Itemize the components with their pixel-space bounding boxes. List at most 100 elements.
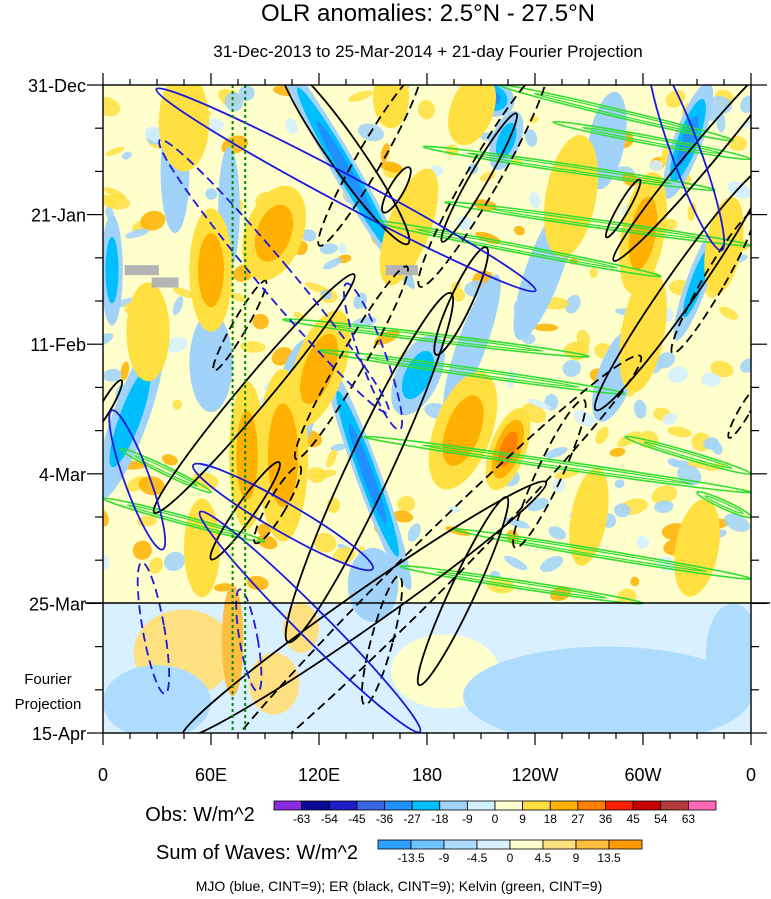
obs-negative-blob bbox=[401, 350, 435, 400]
projection-blob bbox=[103, 665, 211, 733]
kelvin-contour bbox=[103, 497, 266, 543]
colorbar-label: -4.5 bbox=[467, 851, 488, 865]
obs-positive-blob bbox=[236, 410, 258, 500]
x-tick-label: 0 bbox=[98, 765, 108, 785]
colorbar-swatch bbox=[509, 839, 544, 850]
obs-noise-patch bbox=[213, 583, 234, 592]
obs-noise-patch bbox=[224, 92, 244, 112]
mjo-contour bbox=[647, 85, 726, 252]
obs-noise-patch bbox=[172, 287, 195, 298]
missing-data-mark bbox=[385, 265, 418, 276]
obs-negative-blob bbox=[189, 313, 233, 413]
obs-noise-patch bbox=[609, 447, 626, 457]
colorbar-swatch bbox=[608, 839, 643, 850]
er-contour bbox=[253, 465, 303, 545]
colorbar-swatch bbox=[687, 800, 717, 811]
colorbar-label: -9 bbox=[462, 812, 473, 826]
obs-noise-patch bbox=[103, 509, 109, 527]
obs-noise-patch bbox=[148, 557, 164, 574]
obs-noise-patch bbox=[548, 526, 567, 540]
obs-noise-patch bbox=[565, 294, 581, 314]
plot-area bbox=[103, 85, 751, 733]
obs-noise-patch bbox=[667, 366, 688, 383]
obs-positive-blob bbox=[299, 333, 339, 405]
obs-positive-blob bbox=[674, 499, 720, 597]
obs-noise-patch bbox=[589, 267, 598, 278]
missing-data-marks bbox=[124, 265, 418, 288]
obs-noise-patch bbox=[595, 426, 609, 445]
kelvin-contour bbox=[421, 444, 694, 485]
obs-noise-patch bbox=[132, 540, 152, 560]
colorbar-label: 0 bbox=[492, 812, 499, 826]
er-contour bbox=[612, 85, 751, 262]
obs-negative-blob bbox=[682, 247, 712, 318]
obs-noise-patch bbox=[724, 513, 750, 532]
obs-negative-blob bbox=[109, 369, 151, 468]
fourier-label-line2: Projection bbox=[15, 696, 82, 713]
obs-positive-blob bbox=[619, 270, 667, 393]
er-contour bbox=[317, 85, 422, 247]
colorbar-label: -45 bbox=[348, 812, 366, 826]
colorbar-swatch bbox=[301, 800, 330, 811]
missing-data-mark bbox=[124, 265, 159, 276]
obs-noise-patch bbox=[687, 202, 697, 221]
y-tick-label: 31-Dec bbox=[28, 76, 86, 96]
obs-positive-blob bbox=[254, 204, 294, 262]
obs-noise-patch bbox=[103, 187, 126, 199]
colorbar-label: -63 bbox=[293, 812, 311, 826]
colorbar-swatch bbox=[577, 800, 606, 811]
y-tick-label: 4-Mar bbox=[39, 465, 86, 485]
obs-noise-patch bbox=[662, 412, 678, 425]
obs-positive-blob bbox=[373, 85, 409, 129]
colorbar-label: 54 bbox=[654, 812, 668, 826]
x-tick-label: 180 bbox=[412, 765, 442, 785]
er-contour bbox=[180, 480, 548, 733]
colorbar-label: -54 bbox=[321, 812, 339, 826]
kelvin-contour bbox=[533, 92, 699, 133]
obs-noise-patch bbox=[636, 535, 650, 549]
kelvin-contours bbox=[103, 85, 751, 605]
er-contour bbox=[727, 385, 751, 439]
kelvin-contour bbox=[126, 504, 242, 536]
obs-positive-blob bbox=[569, 468, 609, 566]
er-contours bbox=[103, 85, 751, 733]
kelvin-contour bbox=[552, 120, 751, 161]
er-contour bbox=[293, 265, 409, 461]
y-tick-label: 25-Mar bbox=[29, 594, 86, 614]
colorbar-label: 18 bbox=[544, 812, 558, 826]
obs-noise-patch bbox=[633, 399, 647, 419]
waves-colorbar-label: Sum of Waves: W/m^2 bbox=[156, 842, 358, 864]
colorbar-swatch bbox=[328, 800, 358, 811]
obs-noise-patch bbox=[614, 479, 625, 489]
fourier-label-line1: Fourier bbox=[24, 671, 72, 688]
obs-noise-patch bbox=[246, 575, 269, 591]
obs-positive-blob bbox=[158, 85, 210, 172]
legend-text: MJO (blue, CINT=9); ER (black, CINT=9); … bbox=[196, 878, 603, 894]
obs-positive-anomalies bbox=[126, 85, 744, 598]
obs-noise-patch bbox=[613, 503, 631, 518]
x-tick-label: 120E bbox=[298, 765, 340, 785]
colorbar-label: -27 bbox=[403, 812, 421, 826]
missing-data-mark bbox=[151, 277, 179, 288]
obs-noise-patch bbox=[703, 437, 719, 450]
er-contour bbox=[670, 210, 751, 355]
obs-noise-patch bbox=[545, 446, 568, 459]
kelvin-contour bbox=[490, 208, 706, 240]
obs-noise-patch bbox=[301, 229, 317, 242]
obs-noise-patch bbox=[649, 159, 664, 171]
mjo-contour bbox=[192, 462, 374, 572]
projection-blob bbox=[248, 652, 300, 715]
colorbar-swatch bbox=[660, 800, 689, 811]
mjo-contour bbox=[342, 282, 404, 431]
obs-colorbar-label: Obs: W/m^2 bbox=[145, 804, 254, 826]
colorbar-label: -13.5 bbox=[397, 851, 425, 865]
obs-noise-patch bbox=[710, 360, 734, 378]
kelvin-contour bbox=[643, 441, 733, 469]
obs-noise-patch bbox=[616, 588, 637, 607]
obs-colorbar: -63 -54 -45 -36 -27 -18 -9 0 9 18 27 36 45 54 63 bbox=[273, 800, 717, 826]
obs-noise-patch bbox=[323, 257, 342, 270]
obs-positive-blob bbox=[267, 403, 299, 508]
er-contour bbox=[417, 85, 549, 288]
obs-noise-patch bbox=[240, 341, 266, 353]
